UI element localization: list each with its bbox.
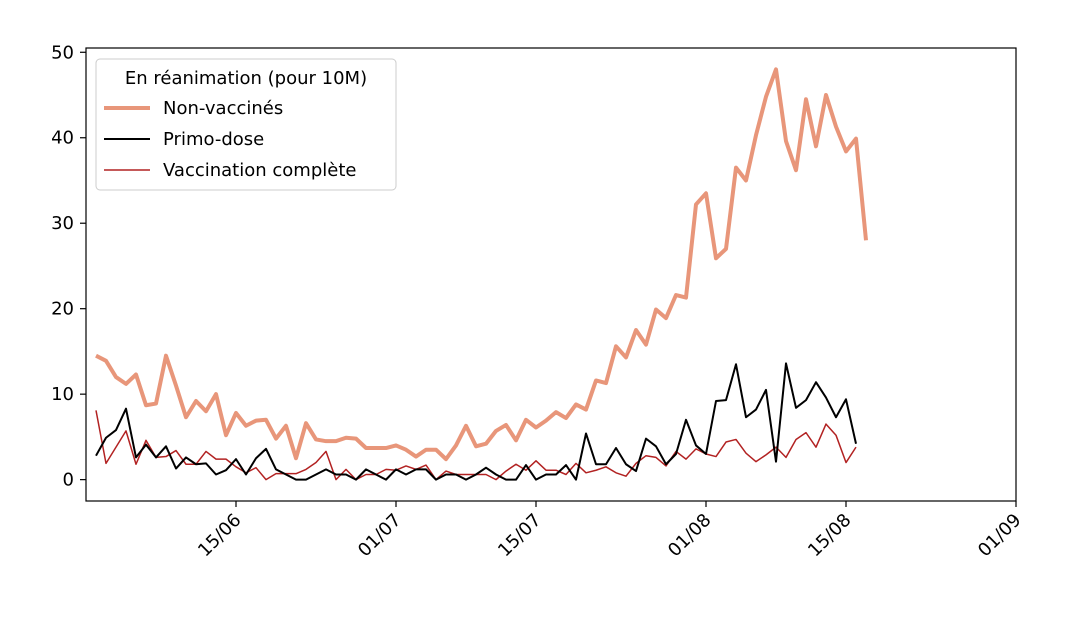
legend-title: En réanimation (pour 10M) (125, 68, 367, 89)
series-layer (95, 67, 868, 481)
legend-label-0: Non-vaccinés (163, 98, 283, 119)
series-line-1 (95, 362, 857, 481)
axes-frame (85, 47, 1017, 502)
y-tick-label: 50 (51, 42, 74, 63)
legend-label-1: Primo-dose (163, 129, 264, 150)
legend: En réanimation (pour 10M) Non-vaccinés Pri… (95, 58, 397, 191)
y-tick-label: 10 (51, 384, 74, 405)
legend-label-2: Vaccination complète (163, 160, 356, 181)
legend-box (95, 58, 397, 191)
y-tick-label: 30 (51, 213, 74, 234)
series-line-0 (95, 67, 868, 462)
y-tick-label: 0 (63, 470, 74, 491)
y-tick-label: 20 (51, 299, 74, 320)
y-tick-label: 40 (51, 128, 74, 149)
